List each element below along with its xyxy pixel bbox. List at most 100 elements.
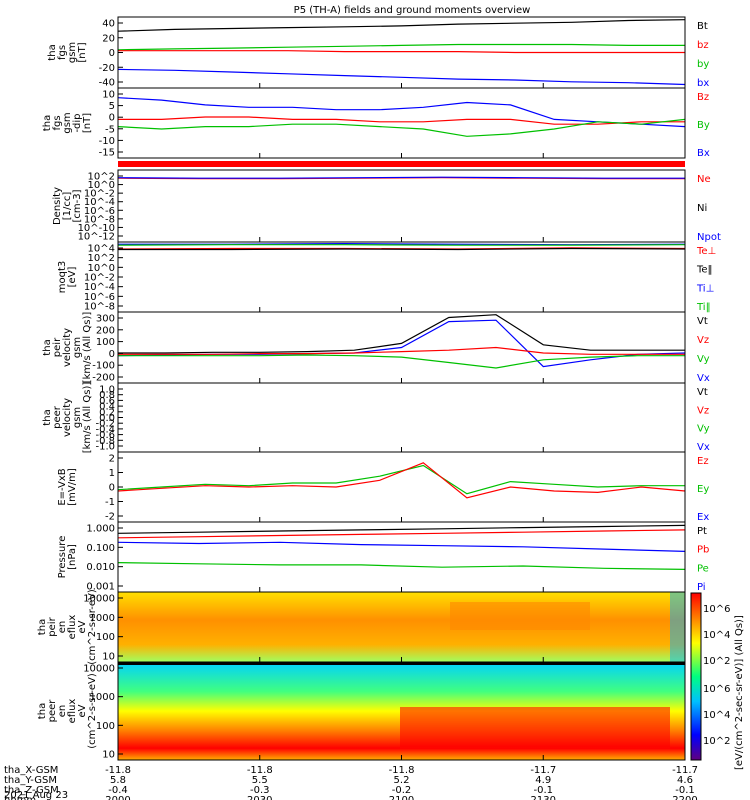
colorbar-tick-3: 10^2 bbox=[703, 656, 730, 667]
ytick-label-fgs_gsm_detail: 5 bbox=[109, 101, 115, 112]
ytick-label-peer_eflux: 10000 bbox=[83, 664, 115, 675]
ytick-label-peer_eflux: 100 bbox=[96, 721, 115, 732]
panel-peer_eflux: 10000 1000 100 10 tha peer en eflux eV (cm^2-s-sr… bbox=[37, 661, 686, 761]
ytick-label-peir_eflux: 10 bbox=[102, 652, 115, 663]
ytick-label-peir_velocity: 100 bbox=[96, 337, 115, 348]
legend-pressure-Pi: Pi bbox=[697, 582, 706, 593]
footer-value: 2030 bbox=[247, 795, 272, 800]
ytick-label-pressure: 0.100 bbox=[86, 543, 115, 554]
footer-value: -0.2 bbox=[392, 785, 412, 796]
ytick-label-temperature: 10^0 bbox=[88, 263, 115, 274]
ylabel-density: [1/cc] bbox=[62, 192, 73, 221]
ylabel-density: [cm-3] bbox=[72, 189, 83, 222]
ytick-label-pressure: 0.001 bbox=[86, 582, 115, 593]
legend-fgs_gsm-by: by bbox=[697, 59, 709, 70]
panel-peir_eflux: 10000 1000 100 10 tha peir en eflux eV (cm^2-s-sr… bbox=[37, 589, 686, 665]
ytick-label-peir_velocity: -200 bbox=[92, 373, 115, 384]
legend-peir_velocity-Vz: Vz bbox=[697, 335, 709, 346]
footer-value: 5.8 bbox=[110, 775, 126, 786]
ytick-label-fgs_gsm_detail: -10 bbox=[99, 136, 115, 147]
series-line-fgs_gsm_detail-Bz bbox=[118, 116, 685, 125]
ylabel-peir_velocity: tha bbox=[42, 339, 53, 355]
ylabel-peer_velocity: velocity bbox=[62, 398, 73, 437]
colorbar-bar bbox=[690, 592, 702, 761]
legend-temperature-Ti‖: Ti‖ bbox=[696, 302, 711, 313]
ytick-label-peer_velocity: -0.8 bbox=[95, 436, 115, 447]
spectrogram-enhancement bbox=[400, 707, 670, 747]
ylabel-fgs_gsm_detail: -dip bbox=[72, 113, 83, 132]
series-line-fgs_gsm_detail-Bx bbox=[117, 97, 686, 128]
ylabel-peer_velocity: [km/s (All Qs)] bbox=[82, 382, 93, 454]
ytick-label-density: 10^2 bbox=[88, 172, 115, 183]
legend-fgs_gsm_detail-Bx: Bx bbox=[697, 148, 710, 159]
ylabel-fgs_gsm_detail: gsm bbox=[62, 112, 73, 133]
ylabel-peir_eflux: en bbox=[57, 621, 68, 634]
panel-efield: 2 1 0 -1 -2 E=-VxB [mV/m] Ez Ey Ex bbox=[57, 451, 709, 523]
ytick-label-temperature: 10^2 bbox=[88, 253, 115, 264]
ylabel-pressure: [nPa] bbox=[67, 544, 78, 570]
legend-pressure-Pe: Pe bbox=[697, 563, 709, 574]
ytick-label-fgs_gsm_detail: -15 bbox=[99, 148, 115, 159]
series-line-fgs_gsm-by bbox=[117, 43, 685, 51]
footer-value: -11.7 bbox=[672, 765, 698, 776]
ytick-label-fgs_gsm: 20 bbox=[102, 33, 115, 44]
panel-peer_velocity: 1.00.80.60.40.20.0-0.2-0.4-0.6-0.8-1.0 th… bbox=[42, 382, 710, 454]
ytick-label-peer_velocity: 0.8 bbox=[99, 390, 115, 401]
legend-density-Ne: Ne bbox=[697, 174, 711, 185]
legend-fgs_gsm_detail-By: By bbox=[697, 120, 710, 131]
ytick-label-efield: -2 bbox=[105, 512, 115, 523]
footer-value: -11.8 bbox=[389, 765, 415, 776]
series-line-peir_velocity-Vt bbox=[118, 314, 685, 354]
ylabel-fgs_gsm_detail: [nT] bbox=[82, 113, 93, 133]
footer-label-z: tha_Z-GSM bbox=[4, 785, 59, 796]
ytick-label-fgs_gsm_detail: 10 bbox=[102, 90, 115, 101]
footer-value: -11.8 bbox=[247, 765, 273, 776]
series-line-efield-Ey bbox=[117, 464, 685, 495]
ylabel-fgs_gsm: gsm bbox=[67, 42, 78, 63]
colorbar-tick-4: 10^6 bbox=[703, 684, 730, 695]
panel-frame-fgs_gsm_detail bbox=[117, 87, 686, 159]
legend-peer_velocity-Vt: Vt bbox=[697, 387, 708, 398]
panel-frame-temperature bbox=[117, 241, 686, 313]
ytick-label-pressure: 0.010 bbox=[86, 562, 115, 573]
ytick-label-peir_eflux: 100 bbox=[96, 632, 115, 643]
ytick-label-density: 10^-6 bbox=[84, 206, 115, 217]
footer-date: 2021 Aug 23 bbox=[4, 790, 68, 800]
ytick-label-fgs_gsm: -40 bbox=[99, 78, 115, 89]
ytick-label-density: 10^0 bbox=[88, 180, 115, 191]
legend-peer_velocity-Vz: Vz bbox=[697, 405, 709, 416]
footer-value: -0.4 bbox=[108, 785, 128, 796]
footer-value: 2200 bbox=[672, 795, 697, 800]
series-line-peir_velocity-Vz bbox=[118, 346, 685, 355]
ylabel-fgs_gsm: fgs bbox=[57, 45, 68, 60]
legend-efield-Ez: Ez bbox=[697, 456, 709, 467]
ytick-label-fgs_gsm: 0 bbox=[109, 48, 115, 59]
series-line-peir_velocity-Vy bbox=[118, 354, 685, 369]
legend-fgs_gsm-bx: bx bbox=[697, 78, 709, 89]
spectrogram-edge bbox=[670, 592, 685, 662]
footer-value: 4.6 bbox=[677, 775, 693, 786]
series-line-fgs_gsm-bz bbox=[118, 50, 685, 54]
footer-label-y: tha_Y-GSM bbox=[4, 775, 57, 786]
footer-value: 5.2 bbox=[394, 775, 410, 786]
footer-value: -0.1 bbox=[533, 785, 553, 796]
spectrogram-top-line bbox=[118, 662, 685, 665]
legend-peir_velocity-Vx: Vx bbox=[697, 373, 710, 384]
ytick-label-density: 10^-2 bbox=[84, 189, 115, 200]
ylabel-peir_velocity: gsm bbox=[72, 337, 83, 358]
ytick-label-temperature: 10^-8 bbox=[84, 302, 115, 313]
panel-fgs_gsm: 40 20 0 -20 -40 tha fgs gsm [nT] Bt bz by bx bbox=[47, 16, 709, 89]
legend-peer_velocity-Vx: Vx bbox=[697, 442, 710, 453]
ytick-label-efield: 2 bbox=[109, 454, 115, 465]
ylabel-efield: E=-VxB bbox=[57, 468, 68, 505]
ytick-label-peir_eflux: 10000 bbox=[83, 594, 115, 605]
series-line-temperature-Te‖ bbox=[118, 247, 686, 251]
colorbar: 10^6 10^4 10^2 10^6 10^4 10^2 [eV/(cm^2-… bbox=[690, 592, 745, 770]
series-line-density-Npot bbox=[117, 176, 685, 179]
ylabel-fgs_gsm: [nT] bbox=[77, 42, 88, 62]
colorbar-tick-5: 10^4 bbox=[703, 710, 730, 721]
ytick-label-peer_velocity: -0.4 bbox=[95, 424, 115, 435]
